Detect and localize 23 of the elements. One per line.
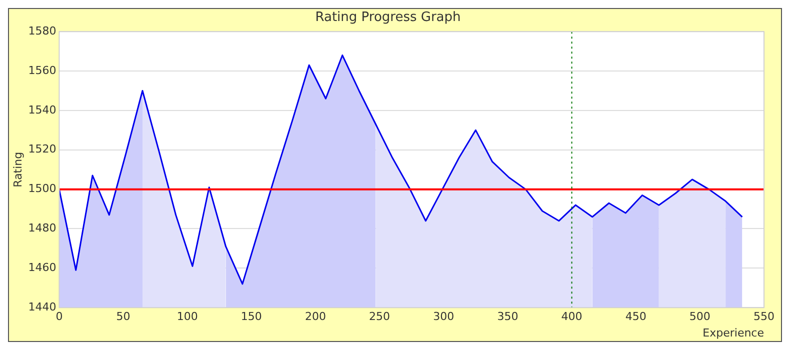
x-tick-label: 500 [689,310,710,324]
x-tick-label: 100 [176,310,198,324]
x-tick-label: 250 [369,310,390,324]
y-tick-label: 1500 [28,182,56,196]
x-tick-label: 300 [433,310,454,324]
x-tick-label: 50 [116,310,130,324]
y-tick-label: 1480 [28,222,56,235]
y-axis-title: Rating [11,152,24,188]
y-tick-label: 1460 [28,261,56,274]
x-tick-label: 450 [625,310,646,324]
x-tick-label: 150 [240,310,262,324]
x-tick-label: 550 [754,310,774,324]
x-tick-label: 350 [497,310,518,324]
y-tick-label: 1440 [28,300,56,314]
chart-title: Rating Progress Graph [315,10,461,26]
y-tick-label: 1580 [28,24,56,38]
y-tick-label: 1520 [28,142,56,156]
y-tick-label: 1560 [28,64,56,77]
x-tick-label: 200 [304,310,326,324]
x-tick-label: 400 [561,310,582,324]
x-axis-title: Experience [702,326,764,340]
x-tick-label: 0 [56,310,63,324]
y-tick-label: 1540 [28,103,56,116]
